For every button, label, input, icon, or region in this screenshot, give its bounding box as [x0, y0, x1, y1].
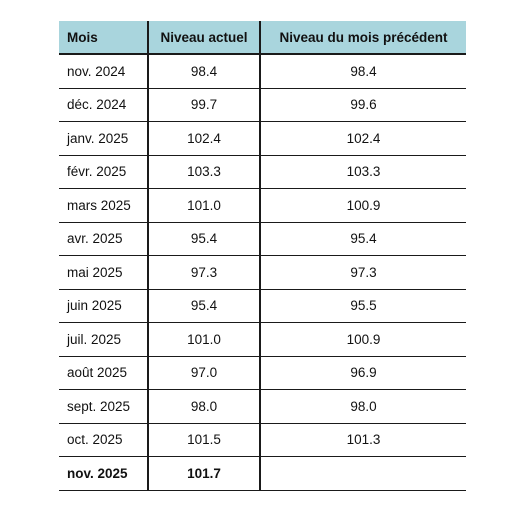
table-row: janv. 2025 102.4 102.4	[59, 121, 466, 156]
table-body: nov. 2024 98.4 98.4 déc. 2024 99.7 99.6 janv. …	[59, 54, 466, 491]
table-row: nov. 2024 98.4 98.4	[59, 54, 466, 89]
cell-month: déc. 2024	[59, 88, 148, 122]
data-table: Mois Niveau actuel Niveau du mois précéd…	[59, 21, 466, 491]
header-previous-level: Niveau du mois précédent	[260, 21, 466, 55]
table-row: juin 2025 95.4 95.5	[59, 289, 466, 323]
cell-previous-level: 96.9	[260, 356, 466, 390]
cell-current-level: 97.0	[147, 356, 261, 390]
cell-current-level: 103.3	[147, 155, 261, 189]
cell-current-level: 101.5	[147, 423, 261, 457]
header-row: Mois Niveau actuel Niveau du mois précéd…	[59, 21, 466, 55]
header-month: Mois	[59, 21, 148, 55]
cell-previous-level: 95.4	[260, 222, 466, 256]
cell-current-level: 101.0	[147, 188, 261, 223]
cell-month: nov. 2025	[59, 456, 148, 491]
table-row: mars 2025 101.0 100.9	[59, 188, 466, 223]
cell-current-level: 95.4	[147, 222, 261, 256]
header-current-level: Niveau actuel	[147, 21, 261, 55]
cell-month: janv. 2025	[59, 121, 148, 156]
table-row: nov. 2025 101.7	[59, 456, 466, 491]
cell-current-level: 102.4	[147, 121, 261, 156]
cell-current-level: 95.4	[147, 289, 261, 323]
table-row: avr. 2025 95.4 95.4	[59, 222, 466, 256]
table-row: déc. 2024 99.7 99.6	[59, 88, 466, 122]
cell-previous-level: 102.4	[260, 121, 466, 156]
cell-month: nov. 2024	[59, 54, 148, 89]
cell-previous-level: 97.3	[260, 255, 466, 290]
table-row: août 2025 97.0 96.9	[59, 356, 466, 390]
table-row: oct. 2025 101.5 101.3	[59, 423, 466, 457]
cell-current-level: 101.0	[147, 322, 261, 357]
cell-current-level: 98.0	[147, 389, 261, 424]
cell-previous-level: 98.4	[260, 54, 466, 89]
cell-current-level: 101.7	[147, 456, 261, 491]
cell-previous-level: 103.3	[260, 155, 466, 189]
cell-previous-level: 99.6	[260, 88, 466, 122]
cell-current-level: 99.7	[147, 88, 261, 122]
table-row: juil. 2025 101.0 100.9	[59, 322, 466, 357]
cell-month: oct. 2025	[59, 423, 148, 457]
table-row: mai 2025 97.3 97.3	[59, 255, 466, 290]
cell-previous-level: 98.0	[260, 389, 466, 424]
cell-current-level: 98.4	[147, 54, 261, 89]
cell-month: juin 2025	[59, 289, 148, 323]
cell-previous-level	[260, 456, 466, 491]
cell-month: févr. 2025	[59, 155, 148, 189]
cell-previous-level: 101.3	[260, 423, 466, 457]
cell-month: juil. 2025	[59, 322, 148, 357]
cell-month: août 2025	[59, 356, 148, 390]
cell-previous-level: 95.5	[260, 289, 466, 323]
table-row: févr. 2025 103.3 103.3	[59, 155, 466, 189]
cell-month: mai 2025	[59, 255, 148, 290]
cell-previous-level: 100.9	[260, 188, 466, 223]
cell-month: mars 2025	[59, 188, 148, 223]
cell-previous-level: 100.9	[260, 322, 466, 357]
cell-month: sept. 2025	[59, 389, 148, 424]
cell-current-level: 97.3	[147, 255, 261, 290]
table-row: sept. 2025 98.0 98.0	[59, 389, 466, 424]
cell-month: avr. 2025	[59, 222, 148, 256]
